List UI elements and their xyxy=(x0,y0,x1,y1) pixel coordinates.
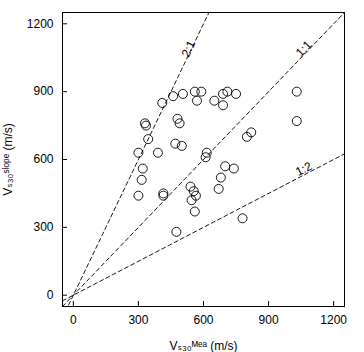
svg-text:1200: 1200 xyxy=(27,17,54,31)
svg-text:Vₛ₃₀ᴹᵉᵃ (m/s): Vₛ₃₀ᴹᵉᵃ (m/s) xyxy=(169,339,237,352)
svg-text:600: 600 xyxy=(33,152,53,166)
svg-text:600: 600 xyxy=(193,313,213,327)
svg-text:0: 0 xyxy=(47,288,54,302)
svg-text:1:2: 1:2 xyxy=(293,159,315,179)
svg-text:1:1: 1:1 xyxy=(293,38,315,60)
svg-text:2:1: 2:1 xyxy=(179,38,199,59)
svg-text:300: 300 xyxy=(128,313,148,327)
svg-text:300: 300 xyxy=(33,220,53,234)
svg-text:900: 900 xyxy=(33,84,53,98)
svg-text:900: 900 xyxy=(259,313,279,327)
svg-text:1200: 1200 xyxy=(320,313,347,327)
svg-text:Vₛ₃₀ˢˡᵒᵖᵉ (m/s): Vₛ₃₀ˢˡᵒᵖᵉ (m/s) xyxy=(1,123,15,196)
svg-text:0: 0 xyxy=(70,313,77,327)
